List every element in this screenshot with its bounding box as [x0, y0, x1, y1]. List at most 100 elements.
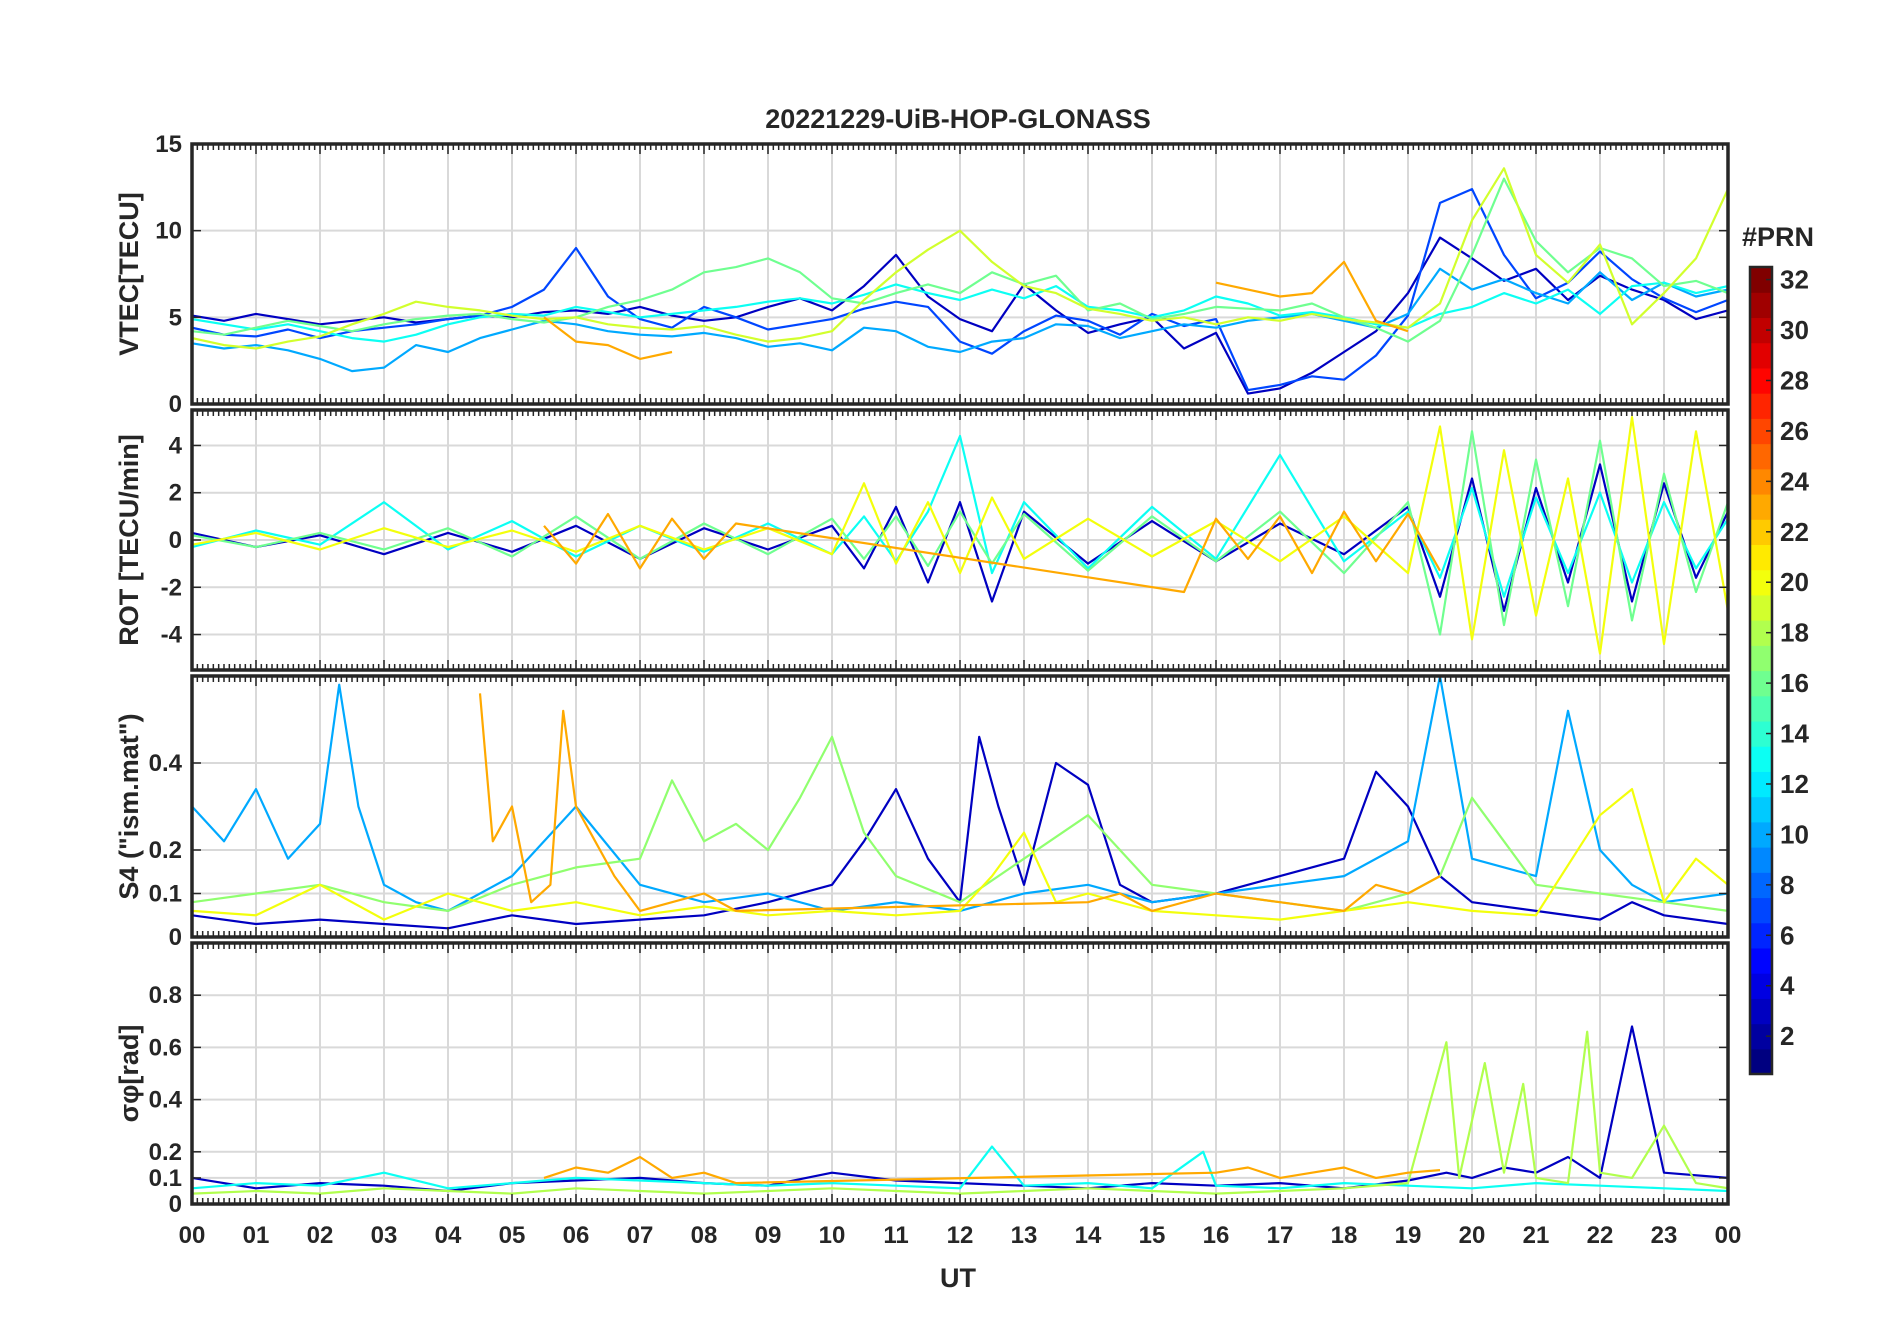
colorbar-segment: [1750, 267, 1772, 293]
colorbar-segment: [1750, 342, 1772, 369]
colorbar-tick-label: 18: [1780, 618, 1809, 648]
colorbar-frame: [1748, 265, 1774, 1076]
series-line-prn-23: [543, 260, 1409, 360]
y-axis-label: S4 ("ism.mat"): [114, 713, 144, 899]
x-tick-label: 03: [371, 1222, 398, 1249]
series-line-prn-7: [192, 188, 1728, 392]
y-tick-label: 0.4: [149, 1087, 183, 1114]
x-tick-label: 11: [883, 1222, 908, 1249]
series-group: [192, 676, 1728, 930]
colorbar-tick-label: 28: [1780, 365, 1809, 395]
colorbar-segment: [1750, 796, 1772, 823]
x-tick-label: 17: [1267, 1222, 1294, 1249]
colorbar-tick-label: 26: [1780, 416, 1809, 446]
series-line-prn-18: [192, 1030, 1728, 1195]
x-axis: 00 01 02 03 04 05 06 07 08 09 10 11 12 13 14 15 16 17 18 19…: [179, 1222, 1742, 1249]
colorbar-segment: [1750, 973, 1772, 999]
colorbar-segment: [1750, 418, 1772, 445]
colorbar-segment: [1750, 897, 1772, 924]
panel-frame: [190, 941, 1730, 1206]
chart-title: 20221229-UiB-HOP-GLONASS: [765, 104, 1151, 134]
colorbar-segment: [1750, 720, 1772, 747]
y-tick-label: 10: [155, 218, 182, 245]
colorbar-tick-label: 32: [1780, 265, 1809, 295]
y-tick-label: 0.4: [149, 750, 183, 777]
y-tick-label: 0: [169, 1191, 182, 1218]
x-tick-label: 20: [1459, 1222, 1486, 1249]
y-tick-label: 0: [169, 527, 182, 554]
x-tick-label: 01: [243, 1222, 270, 1249]
colorbar-tick-label: 22: [1780, 517, 1809, 547]
y-tick-label: 0: [169, 924, 182, 951]
colorbar-segment: [1750, 1023, 1772, 1050]
x-tick-label: 10: [819, 1222, 846, 1249]
colorbar-segment: [1750, 393, 1772, 419]
x-tick-label: 06: [563, 1222, 590, 1249]
panel-sigma: 00.10.2 0.4 0.6 0.8σφ[rad]: [114, 941, 1730, 1218]
x-tick-label: 07: [627, 1222, 654, 1249]
colorbar-tick-label: 8: [1780, 870, 1794, 900]
x-tick-label: 04: [435, 1222, 462, 1249]
colorbar-segment: [1750, 443, 1772, 470]
x-tick-label: 18: [1331, 1222, 1358, 1249]
colorbar-segment: [1750, 645, 1772, 672]
y-tick-label: 0.2: [149, 1139, 182, 1166]
panel-vtec: 0 5 10 15 VTEC[TECU]: [114, 131, 1730, 418]
y-tick-label: 0.1: [149, 881, 182, 908]
colorbar-segment: [1750, 493, 1772, 520]
y-tick-label: 0: [169, 391, 182, 418]
x-tick-label: 19: [1395, 1222, 1422, 1249]
x-axis-label: UT: [940, 1263, 976, 1293]
colorbar-segment: [1750, 821, 1772, 848]
x-tick-label: 16: [1203, 1222, 1230, 1249]
x-tick-label: 13: [1011, 1222, 1038, 1249]
y-tick-label: 0.8: [149, 982, 182, 1009]
y-axis-label: σφ[rad]: [114, 1025, 144, 1123]
series-line-prn-16: [192, 177, 1728, 343]
series-line-prn-16: [192, 430, 1728, 636]
series-group: [192, 1025, 1728, 1195]
y-tick-label: 0.6: [149, 1034, 182, 1061]
colorbar-segment: [1750, 620, 1772, 646]
colorbar-segment: [1750, 292, 1772, 319]
y-tick-label: 0.1: [149, 1165, 182, 1192]
colorbar-segment: [1750, 670, 1772, 697]
series-line-prn-10: [192, 676, 1728, 912]
series-group: [192, 167, 1728, 395]
y-tick-label: -2: [161, 574, 182, 601]
x-tick-label: 12: [947, 1222, 974, 1249]
y-axis-label: VTEC[TECU]: [114, 192, 144, 356]
y-tick-label: 2: [169, 480, 182, 507]
series-line-prn-23: [543, 1155, 1441, 1185]
x-tick-label: 23: [1651, 1222, 1678, 1249]
series-group: [192, 416, 1728, 655]
series-line-prn-13: [192, 434, 1728, 598]
colorbar-title: #PRN: [1742, 222, 1814, 252]
series-line-prn-10: [192, 267, 1728, 373]
colorbar-segment: [1750, 569, 1772, 596]
colorbar-segment: [1750, 1048, 1772, 1075]
colorbar-segment: [1750, 519, 1772, 546]
colorbar-tick-label: 4: [1780, 971, 1795, 1001]
colorbar-tick-label: 10: [1780, 819, 1809, 849]
x-tick-label: 02: [307, 1222, 334, 1249]
colorbar-segment: [1750, 998, 1772, 1025]
colorbar-tick-label: 30: [1780, 315, 1809, 345]
colorbar-segment: [1750, 695, 1772, 722]
x-tick-label: 21: [1523, 1222, 1550, 1249]
x-tick-label: 00: [1715, 1222, 1742, 1249]
colorbar-tick-label: 14: [1780, 719, 1809, 749]
x-tick-label: 05: [499, 1222, 526, 1249]
colorbar-tick-label: 24: [1780, 466, 1809, 496]
colorbar-tick-label: 6: [1780, 920, 1794, 950]
y-tick-label: 15: [155, 131, 182, 158]
colorbar-segment: [1750, 468, 1772, 495]
panel-frame: [190, 674, 1730, 939]
colorbar-segment: [1750, 771, 1772, 798]
series-line-prn-23: [543, 510, 1441, 594]
colorbar-tick-label: 12: [1780, 769, 1809, 799]
y-axis-label: ROT [TECU/min]: [114, 434, 144, 645]
